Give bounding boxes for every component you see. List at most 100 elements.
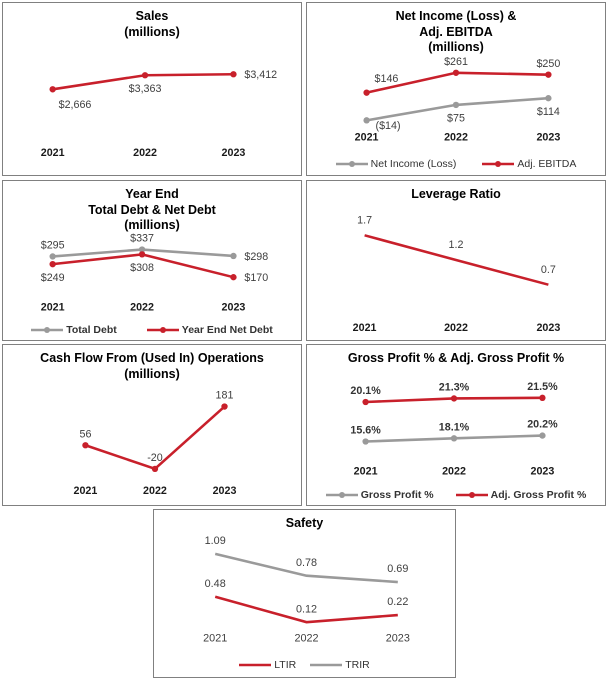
debt-line-chart: 2021 2022 2023 $295 $337 $298 $249 $308 $170 bbox=[41, 233, 269, 314]
net-income-ebitda-line-chart: 2021 2022 2023 $146 $261 $250 ($14) $75 $114 bbox=[355, 56, 561, 143]
value-label: $170 bbox=[244, 272, 268, 284]
data-point bbox=[230, 274, 237, 281]
value-label: 21.5% bbox=[527, 381, 558, 393]
legend-item: Net Income (Loss) bbox=[335, 158, 457, 170]
gross-profit-line-chart: 2021 2022 2023 15.6% 18.1% 20.2% 20.1% 21.3% 21.… bbox=[350, 381, 558, 477]
data-point bbox=[138, 246, 146, 253]
title-line: Adj. EBITDA bbox=[419, 24, 493, 39]
value-label: $146 bbox=[375, 73, 399, 85]
data-point bbox=[141, 72, 149, 79]
chart-panel-total-net-debt: Year End Total Debt & Net Debt (millions… bbox=[2, 180, 302, 341]
series-line bbox=[214, 552, 398, 584]
legend: Net Income (Loss) Adj. EBITDA bbox=[307, 158, 605, 170]
legend-line-icon bbox=[455, 492, 488, 498]
value-label: $75 bbox=[447, 113, 465, 125]
sales-line-chart: 2021 2022 2023 $2,666 $3,363 $3,412 bbox=[41, 69, 277, 159]
value-label: $250 bbox=[536, 58, 560, 70]
legend-item: Gross Profit % bbox=[325, 489, 434, 501]
value-label: 0.69 bbox=[387, 563, 408, 575]
title-line: Total Debt & Net Debt bbox=[88, 202, 216, 217]
chart-panel-safety: Safety 2021 2022 2023 1.09 0.78 0.69 0.48 0.12 0… bbox=[153, 509, 456, 678]
legend-line-icon bbox=[146, 327, 179, 333]
series-line bbox=[214, 595, 398, 624]
title-line: Gross Profit % & Adj. Gross Profit % bbox=[347, 351, 565, 365]
year-label: 2023 bbox=[386, 632, 410, 644]
value-label: 0.7 bbox=[541, 264, 556, 276]
data-point bbox=[49, 260, 56, 268]
legend-label: Gross Profit % bbox=[360, 489, 434, 501]
safety-line-chart: 2021 2022 2023 1.09 0.78 0.69 0.48 0.12 0.22 bbox=[203, 535, 410, 644]
value-label: $298 bbox=[244, 251, 268, 263]
year-label: 2023 bbox=[222, 301, 246, 313]
data-point bbox=[452, 101, 460, 109]
value-label: 0.78 bbox=[296, 557, 317, 569]
year-label: 2022 bbox=[133, 147, 157, 159]
legend-label: Total Debt bbox=[66, 324, 117, 336]
data-point bbox=[230, 71, 237, 78]
legend-label: Adj. EBITDA bbox=[517, 158, 577, 170]
year-label: 2022 bbox=[294, 632, 318, 644]
title-line: Leverage Ratio bbox=[411, 187, 501, 201]
data-point bbox=[221, 403, 228, 410]
legend-line-icon bbox=[239, 663, 272, 667]
value-label: $3,363 bbox=[129, 83, 162, 95]
value-label: $249 bbox=[41, 272, 65, 284]
year-label: 2023 bbox=[222, 147, 246, 159]
title-line: Year End bbox=[125, 187, 179, 201]
legend: Total Debt Year End Net Debt bbox=[3, 324, 301, 336]
data-point bbox=[363, 89, 370, 96]
value-label: 181 bbox=[216, 390, 234, 402]
value-label: 20.1% bbox=[350, 385, 381, 397]
value-label: -20 bbox=[147, 452, 163, 464]
title-line: (millions) bbox=[124, 366, 180, 381]
year-label: 2021 bbox=[41, 301, 65, 313]
data-point bbox=[450, 395, 458, 402]
data-point bbox=[545, 95, 552, 102]
value-label: ($14) bbox=[376, 120, 401, 132]
legend-label: Net Income (Loss) bbox=[370, 158, 457, 170]
chart-panel-net-income-ebitda: Net Income (Loss) & Adj. EBITDA (million… bbox=[306, 2, 606, 176]
value-label: $114 bbox=[537, 106, 560, 118]
data-point bbox=[539, 432, 546, 439]
chart-title: Safety bbox=[154, 516, 455, 532]
year-label: 2021 bbox=[41, 147, 65, 159]
title-line: Sales bbox=[135, 9, 169, 23]
data-point bbox=[49, 253, 56, 260]
series-line bbox=[364, 234, 549, 286]
legend-line-icon bbox=[482, 161, 515, 167]
title-line: (millions) bbox=[124, 24, 180, 39]
data-point bbox=[539, 394, 546, 401]
year-label: 2021 bbox=[355, 131, 379, 143]
year-label: 2022 bbox=[442, 465, 466, 477]
value-label: $295 bbox=[41, 240, 65, 252]
legend-item: LTIR bbox=[239, 659, 296, 671]
year-label: 2022 bbox=[444, 322, 468, 334]
legend-line-icon bbox=[335, 161, 368, 167]
year-label: 2023 bbox=[536, 131, 560, 143]
chart-panel-cash-flow: Cash Flow From (Used In) Operations (mil… bbox=[2, 344, 302, 506]
year-label: 2022 bbox=[130, 301, 154, 313]
chart-panel-sales: Sales (millions) 2021 2022 2023 $2,666 $3,36… bbox=[2, 2, 302, 176]
value-label: 20.2% bbox=[527, 419, 558, 431]
value-label: 1.7 bbox=[357, 214, 372, 226]
data-point bbox=[138, 251, 146, 258]
title-line: Safety bbox=[285, 516, 324, 530]
data-point bbox=[362, 438, 369, 445]
value-label: 0.22 bbox=[387, 596, 408, 608]
year-label: 2023 bbox=[536, 322, 560, 334]
chart-panel-leverage-ratio: Leverage Ratio 2021 2022 2023 1.7 1.2 0.7 bbox=[306, 180, 606, 341]
value-label: $3,412 bbox=[244, 69, 277, 81]
data-point bbox=[450, 435, 458, 442]
value-label: 0.12 bbox=[296, 603, 317, 615]
year-label: 2022 bbox=[444, 131, 468, 143]
legend-label: LTIR bbox=[274, 659, 297, 671]
value-label: $337 bbox=[130, 233, 154, 245]
data-point bbox=[362, 398, 369, 406]
value-label: 0.48 bbox=[205, 578, 226, 590]
legend-label: Adj. Gross Profit % bbox=[490, 489, 587, 501]
data-point bbox=[49, 86, 56, 93]
data-point bbox=[452, 69, 460, 76]
cash-flow-line-chart: 2021 2022 2023 56 -20 181 bbox=[74, 390, 237, 497]
leverage-ratio-line-chart: 2021 2022 2023 1.7 1.2 0.7 bbox=[353, 214, 561, 334]
